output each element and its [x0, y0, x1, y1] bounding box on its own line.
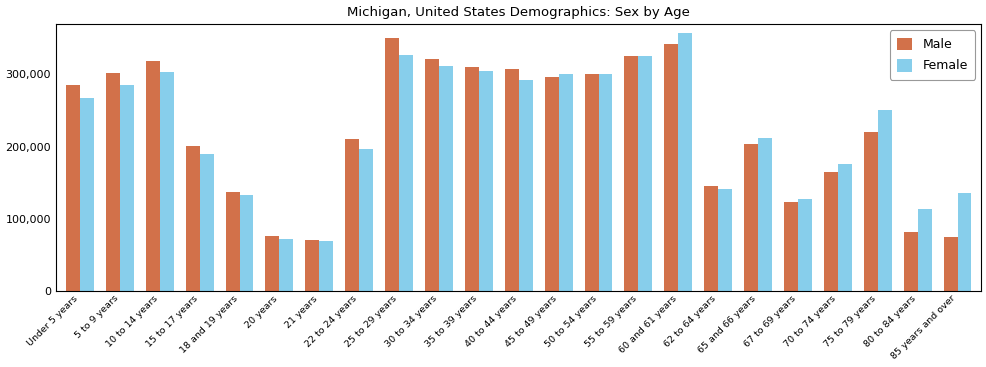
- Bar: [598, 75, 612, 291]
- Bar: [398, 55, 412, 291]
- Bar: [903, 232, 917, 291]
- Bar: [119, 85, 134, 291]
- Bar: [439, 66, 453, 291]
- Bar: [345, 139, 359, 291]
- Bar: [823, 172, 837, 291]
- Bar: [66, 85, 80, 291]
- Bar: [837, 164, 851, 291]
- Bar: [279, 239, 293, 291]
- Bar: [584, 74, 598, 291]
- Bar: [863, 132, 877, 291]
- Bar: [160, 72, 174, 291]
- Bar: [106, 73, 119, 291]
- Bar: [265, 236, 279, 291]
- Bar: [638, 57, 652, 291]
- Bar: [425, 59, 439, 291]
- Bar: [956, 193, 970, 291]
- Bar: [226, 192, 240, 291]
- Bar: [877, 110, 890, 291]
- Bar: [664, 44, 677, 291]
- Bar: [504, 69, 519, 291]
- Bar: [519, 80, 532, 291]
- Bar: [464, 67, 478, 291]
- Bar: [319, 241, 333, 291]
- Bar: [943, 237, 956, 291]
- Bar: [703, 186, 718, 291]
- Bar: [797, 199, 811, 291]
- Bar: [80, 98, 94, 291]
- Bar: [677, 33, 691, 291]
- Bar: [199, 154, 213, 291]
- Bar: [783, 202, 797, 291]
- Bar: [146, 61, 160, 291]
- Bar: [478, 71, 492, 291]
- Bar: [544, 77, 558, 291]
- Bar: [718, 189, 732, 291]
- Bar: [305, 240, 319, 291]
- Bar: [624, 57, 638, 291]
- Title: Michigan, United States Demographics: Sex by Age: Michigan, United States Demographics: Se…: [347, 6, 689, 19]
- Bar: [757, 138, 771, 291]
- Bar: [385, 38, 398, 291]
- Bar: [185, 146, 199, 291]
- Bar: [359, 149, 373, 291]
- Legend: Male, Female: Male, Female: [889, 30, 974, 80]
- Bar: [558, 75, 572, 291]
- Bar: [917, 209, 931, 291]
- Bar: [240, 195, 253, 291]
- Bar: [743, 144, 757, 291]
